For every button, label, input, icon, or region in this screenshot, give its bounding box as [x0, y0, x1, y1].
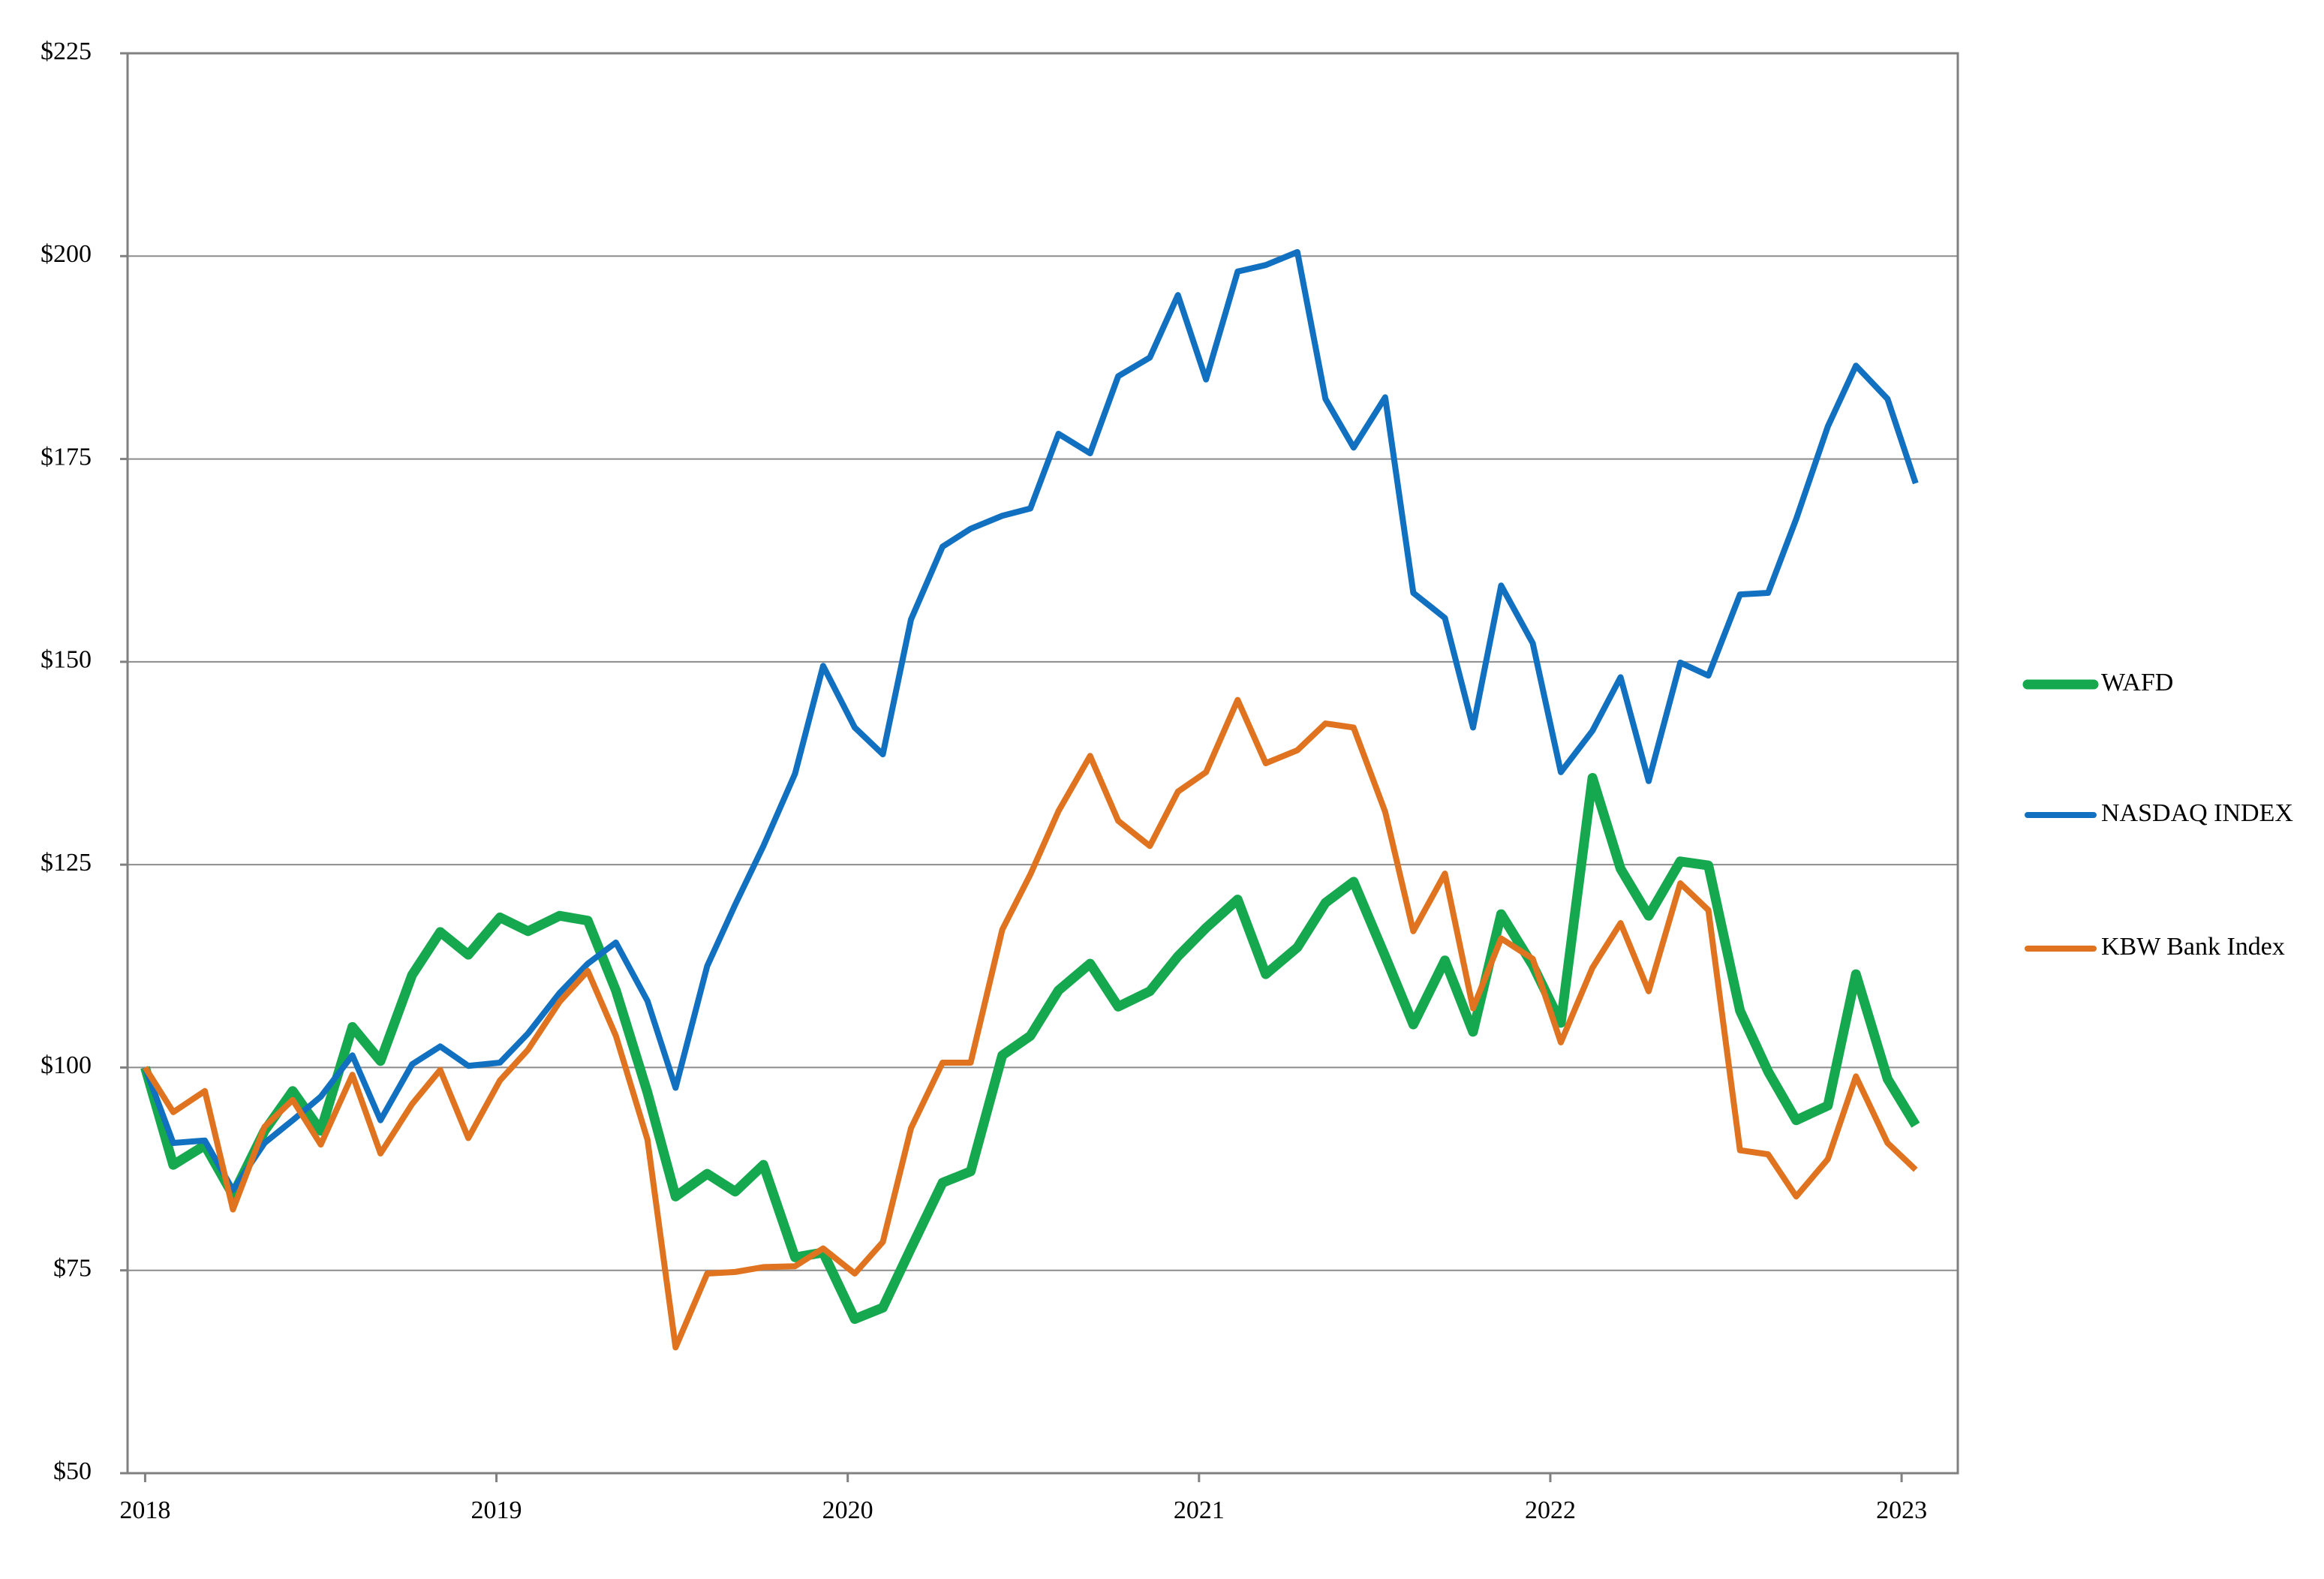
y-tick-label: $50: [53, 1457, 92, 1485]
legend-label: NASDAQ INDEX: [2101, 799, 2293, 827]
x-tick-label: 2018: [119, 1496, 170, 1524]
y-tick-label: $100: [41, 1051, 92, 1079]
x-tick-label: 2019: [471, 1496, 522, 1524]
y-tick-label: $125: [41, 849, 92, 877]
y-tick-label: $175: [41, 443, 92, 471]
series-line: [140, 772, 1920, 1325]
x-tick-label: 2023: [1876, 1496, 1927, 1524]
x-tick-label: 2022: [1525, 1496, 1576, 1524]
plot-frame: [126, 52, 1959, 1475]
series-line: [143, 696, 1918, 1351]
legend-label: WAFD: [2101, 669, 2173, 696]
y-tick-label: $75: [53, 1255, 92, 1283]
y-tick-label: $225: [41, 38, 92, 65]
legend-label: KBW Bank Index: [2101, 933, 2285, 961]
x-tick-label: 2020: [822, 1496, 873, 1524]
y-tick-label: $150: [41, 646, 92, 674]
x-tick-label: 2021: [1174, 1496, 1225, 1524]
y-tick-label: $200: [41, 240, 92, 268]
series-line: [142, 248, 1919, 1193]
